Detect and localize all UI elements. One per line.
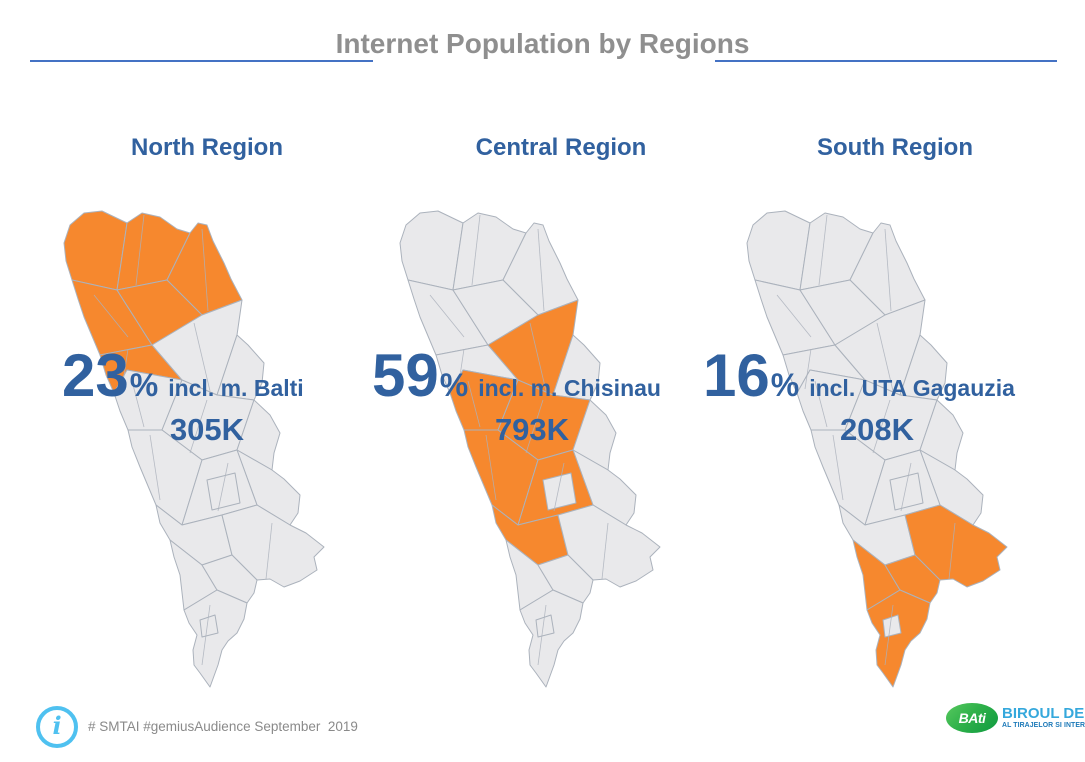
percent-sign: % <box>770 367 800 403</box>
raion-border-line <box>537 604 547 666</box>
raion-border-line <box>804 348 812 390</box>
stat-central: 59 % incl. m. Chisinau 793K <box>372 346 692 448</box>
raion-border-line <box>876 322 894 392</box>
stat-label: incl. m. Balti <box>168 375 304 401</box>
raion-border-line <box>529 322 547 392</box>
stat-value: 208K <box>839 412 915 447</box>
raion-shape <box>746 210 811 291</box>
bati-logo-oval: BAti <box>946 703 998 733</box>
moldova-map-svg <box>63 210 325 688</box>
raion-border-line <box>467 380 481 428</box>
raion-border-line <box>201 604 211 666</box>
percent-value: 23 <box>62 342 129 409</box>
page-title: Internet Population by Regions <box>335 28 750 59</box>
stat-row: 16 % incl. UTA Gagauzia <box>703 346 1051 406</box>
raion-shape <box>399 210 464 291</box>
stat-value: 793K <box>494 412 570 447</box>
stat-south: 16 % incl. UTA Gagauzia 208K <box>703 346 1051 448</box>
stat-row: 23 % incl. m. Balti <box>62 346 352 406</box>
raion-border-line <box>189 399 208 454</box>
raion-border-line <box>93 294 129 338</box>
stat-north: 23 % incl. m. Balti 305K <box>62 346 352 448</box>
raion-shape <box>535 614 555 638</box>
title-underline-right <box>715 60 1057 62</box>
stat-value: 305K <box>169 412 245 447</box>
moldova-map-svg <box>746 210 1008 688</box>
raion-shape <box>866 589 931 688</box>
info-icon: i <box>36 706 78 748</box>
raion-border-line <box>457 348 465 390</box>
raion-border-line <box>900 462 912 512</box>
raion-border-line <box>814 380 828 428</box>
moldova-map-north <box>32 195 332 695</box>
raion-border-line <box>429 294 465 338</box>
percent-sign: % <box>129 367 159 403</box>
logo-line1: BIROUL DE AUDIT <box>1002 704 1085 722</box>
moldova-map-south <box>715 195 1015 695</box>
raion-border-line <box>818 214 828 286</box>
raion-border-line <box>131 380 145 428</box>
raion-border-line <box>135 214 145 286</box>
stat-label: incl. UTA Gagauzia <box>809 375 1015 401</box>
raion-border-line <box>553 462 565 512</box>
footer-hashtags: # SMTAI #gemiusAudience September 2019 <box>88 719 358 734</box>
raion-border-line <box>193 322 211 392</box>
percent-sign: % <box>439 367 469 403</box>
title-underline-left <box>30 60 373 62</box>
raion-border-line <box>872 399 891 454</box>
info-icon-glyph: i <box>52 711 62 740</box>
raion-shape <box>183 589 248 688</box>
raion-border-line <box>525 399 544 454</box>
bati-logo: BAti BIROUL DE AUDIT AL TIRAJELOR SI INT… <box>946 703 1085 733</box>
moldova-map-central <box>368 195 668 695</box>
raion-border-line <box>149 434 161 501</box>
raion-shape <box>542 472 577 511</box>
raion-border-line <box>201 228 209 312</box>
raion-border-line <box>884 228 892 312</box>
raion-shape <box>199 614 219 638</box>
raion-shape <box>206 472 241 511</box>
raion-shape <box>63 210 128 291</box>
stat-row: 59 % incl. m. Chisinau <box>372 346 692 406</box>
raion-border-line <box>485 434 497 501</box>
moldova-map-svg <box>399 210 661 688</box>
raion-shape <box>519 589 584 688</box>
region-header-south: South Region <box>817 134 973 161</box>
raion-border-line <box>537 228 545 312</box>
raion-border-line <box>121 348 129 390</box>
region-header-north: North Region <box>131 134 283 161</box>
logo-line2: AL TIRAJELOR SI INTERNETULUI <box>1002 722 1085 730</box>
raion-border-line <box>471 214 481 286</box>
raion-border-line <box>776 294 812 338</box>
raion-border-line <box>601 522 609 580</box>
bati-logo-text: BIROUL DE AUDIT AL TIRAJELOR SI INTERNET… <box>1002 704 1085 731</box>
raion-border-line <box>265 522 273 580</box>
region-header-central: Central Region <box>475 134 647 161</box>
percent-value: 59 <box>372 342 439 409</box>
raion-shape <box>889 472 924 511</box>
raion-border-line <box>948 522 956 580</box>
raion-border-line <box>884 604 894 666</box>
stat-label: incl. m. Chisinau <box>478 375 661 401</box>
percent-value: 16 <box>703 342 770 409</box>
raion-border-line <box>832 434 844 501</box>
raion-shape <box>882 614 902 638</box>
raion-border-line <box>217 462 229 512</box>
